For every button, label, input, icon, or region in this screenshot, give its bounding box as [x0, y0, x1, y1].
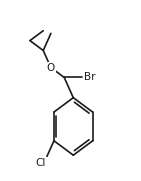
Text: O: O: [47, 63, 55, 73]
Text: Cl: Cl: [35, 158, 46, 168]
Text: Br: Br: [84, 72, 96, 83]
